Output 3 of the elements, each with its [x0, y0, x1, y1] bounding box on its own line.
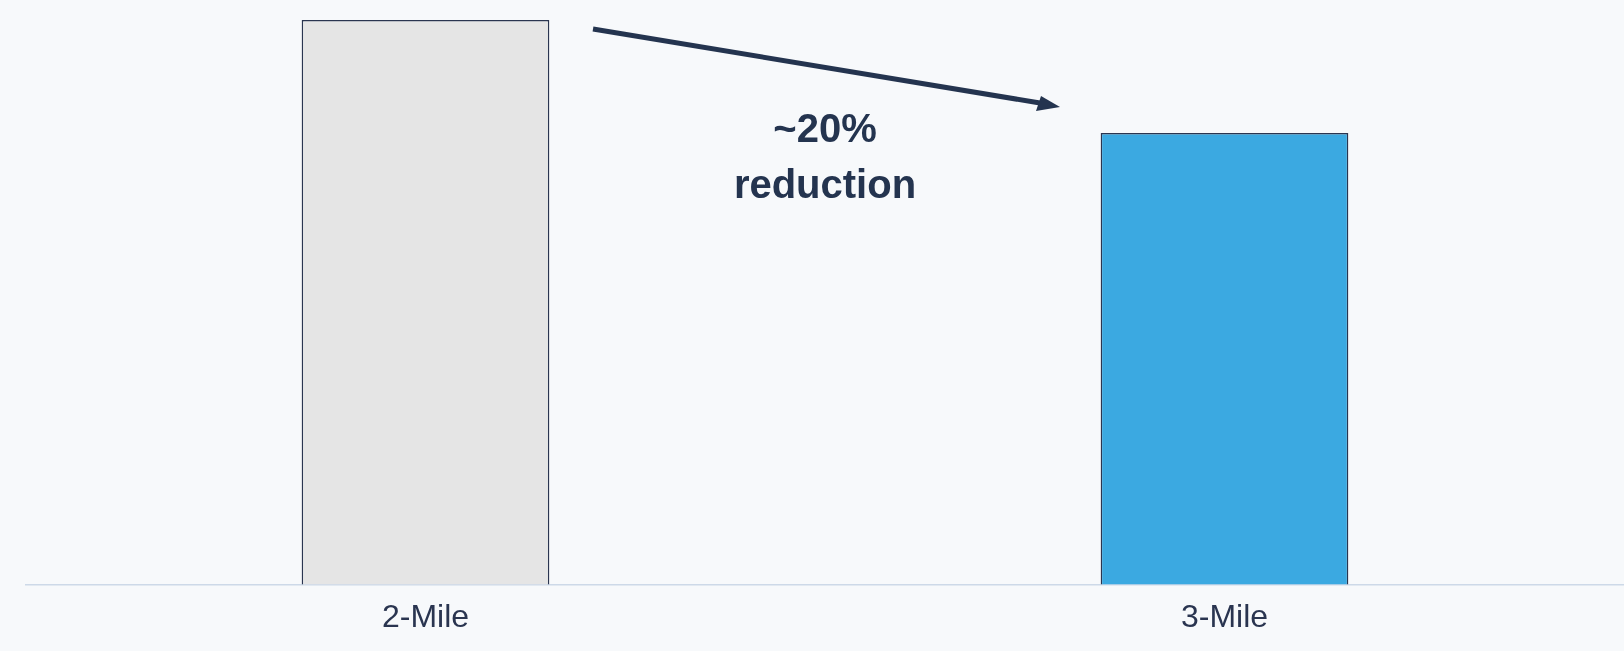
x-tick-label: 3-Mile — [1180, 597, 1269, 634]
annotation: ~20% reduction — [732, 105, 918, 208]
x-tick-label: 2-Mile — [381, 597, 470, 634]
